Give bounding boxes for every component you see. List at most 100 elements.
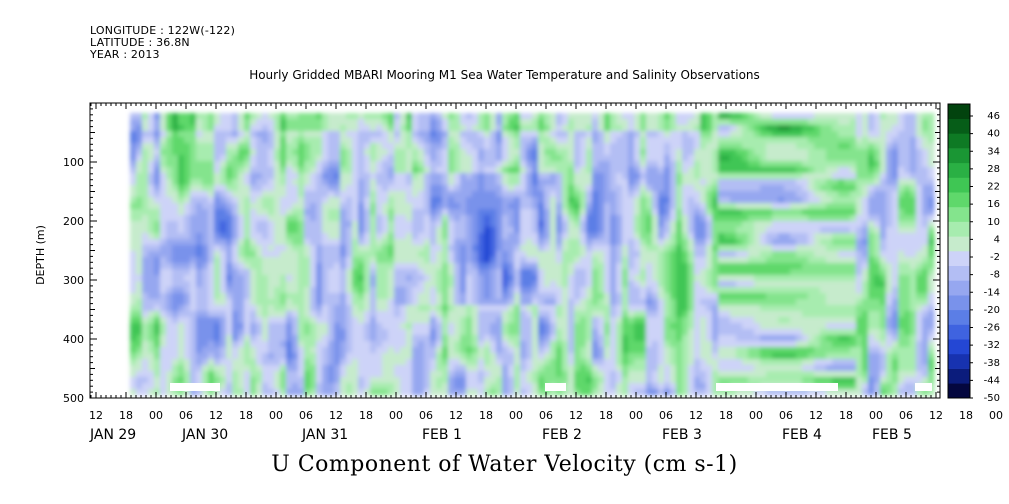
heatmap-cell (688, 173, 695, 180)
heatmap-cell (598, 359, 605, 366)
heatmap-cell (370, 167, 377, 174)
heatmap-cell (658, 317, 665, 324)
heatmap-cell (742, 251, 749, 258)
heatmap-cell (742, 209, 749, 216)
heatmap-cell (478, 299, 485, 306)
heatmap-cell (556, 281, 563, 288)
heatmap-cell (376, 275, 383, 282)
heatmap-cell (502, 251, 509, 258)
heatmap-cell (130, 149, 137, 156)
heatmap-cell (616, 353, 623, 360)
heatmap-cell (742, 377, 749, 384)
heatmap-cell (634, 221, 641, 228)
heatmap-cell (646, 143, 653, 150)
heatmap-cell (370, 317, 377, 324)
heatmap-cell (526, 383, 533, 390)
heatmap-cell (610, 209, 617, 216)
heatmap-cell (340, 161, 347, 168)
heatmap-cell (286, 119, 293, 126)
heatmap-cell (280, 305, 287, 312)
heatmap-cell (442, 131, 449, 138)
heatmap-cell (400, 287, 407, 294)
heatmap-cell (280, 335, 287, 342)
heatmap-cell (508, 311, 515, 318)
heatmap-cell (490, 167, 497, 174)
heatmap-cell (448, 119, 455, 126)
heatmap-cell (508, 275, 515, 282)
heatmap-cell (502, 365, 509, 372)
heatmap-cell (472, 185, 479, 192)
heatmap-cell (556, 239, 563, 246)
heatmap-cell (298, 311, 305, 318)
heatmap-cell (562, 341, 569, 348)
heatmap-cell (760, 227, 767, 234)
heatmap-cell (652, 269, 659, 276)
heatmap-cell (304, 383, 311, 390)
heatmap-cell (700, 383, 707, 390)
heatmap-cell (304, 317, 311, 324)
heatmap-cell (478, 317, 485, 324)
heatmap-cell (166, 257, 173, 264)
heatmap-cell (232, 323, 239, 330)
heatmap-cell (622, 119, 629, 126)
heatmap-cell (712, 167, 719, 174)
heatmap-cell (484, 209, 491, 216)
heatmap-cell (244, 275, 251, 282)
heatmap-cell (760, 251, 767, 258)
heatmap-cell (604, 209, 611, 216)
heatmap-cell (238, 239, 245, 246)
heatmap-cell (322, 317, 329, 324)
heatmap-cell (526, 281, 533, 288)
heatmap-cell (550, 245, 557, 252)
heatmap-cell (562, 305, 569, 312)
heatmap-cell (526, 221, 533, 228)
heatmap-cell (496, 155, 503, 162)
heatmap-cell (160, 221, 167, 228)
heatmap-cell (334, 185, 341, 192)
heatmap-cell (238, 335, 245, 342)
heatmap-cell (226, 137, 233, 144)
heatmap-cell (544, 185, 551, 192)
heatmap-cell (718, 167, 725, 174)
heatmap-cell (334, 329, 341, 336)
heatmap-cell (724, 239, 731, 246)
heatmap-cell (190, 209, 197, 216)
heatmap-cell (304, 233, 311, 240)
heatmap-cell (472, 389, 479, 396)
heatmap-cell (238, 299, 245, 306)
heatmap-cell (286, 227, 293, 234)
heatmap-cell (256, 335, 263, 342)
heatmap-cell (628, 341, 635, 348)
heatmap-cell (580, 173, 587, 180)
heatmap-cell (658, 311, 665, 318)
heatmap-cell (760, 125, 767, 132)
heatmap-cell (742, 137, 749, 144)
heatmap-cell (568, 263, 575, 270)
heatmap-cell (496, 251, 503, 258)
heatmap-cell (274, 329, 281, 336)
heatmap-cell (340, 329, 347, 336)
heatmap-cell (634, 323, 641, 330)
heatmap-cell (478, 329, 485, 336)
heatmap-cell (208, 263, 215, 270)
heatmap-cell (394, 353, 401, 360)
heatmap-cell (670, 341, 677, 348)
heatmap-cell (154, 353, 161, 360)
heatmap-cell (616, 245, 623, 252)
heatmap-cell (220, 119, 227, 126)
heatmap-cell (514, 359, 521, 366)
heatmap-cell (658, 191, 665, 198)
heatmap-cell (556, 377, 563, 384)
heatmap-cell (754, 203, 761, 210)
heatmap-cell (220, 215, 227, 222)
heatmap-cell (436, 113, 443, 120)
heatmap-cell (148, 299, 155, 306)
heatmap-cell (544, 125, 551, 132)
heatmap-cell (358, 137, 365, 144)
heatmap-cell (682, 185, 689, 192)
heatmap-cell (154, 125, 161, 132)
heatmap-cell (166, 203, 173, 210)
heatmap-cell (232, 137, 239, 144)
heatmap-cell (664, 281, 671, 288)
heatmap-cell (604, 389, 611, 396)
